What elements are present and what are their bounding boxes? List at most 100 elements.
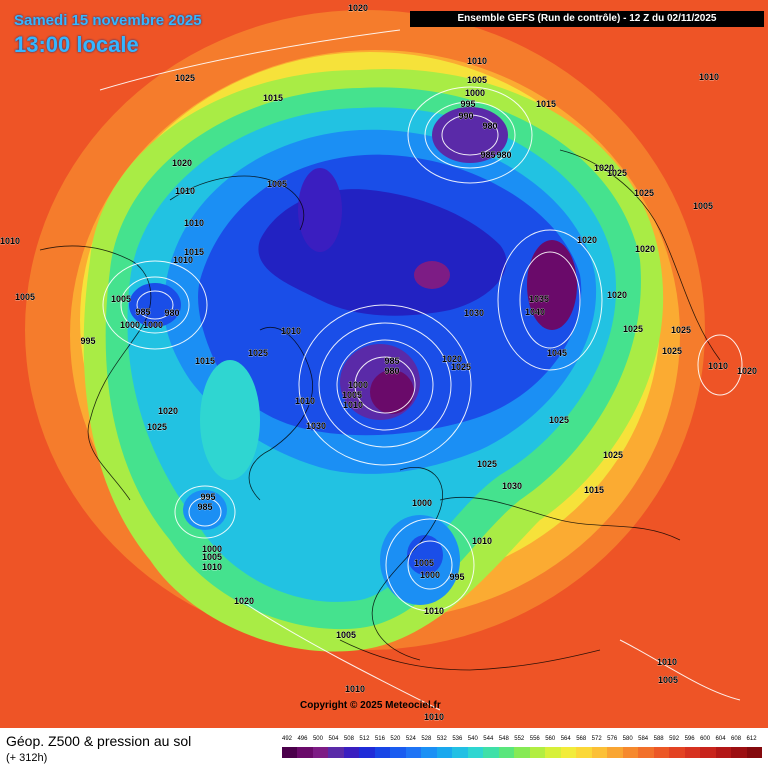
colorbar-tick-label: 556	[529, 736, 540, 742]
colorbar-tick-label: 612	[746, 736, 757, 742]
colorbar-swatch	[576, 747, 593, 758]
pressure-label: 1015	[536, 99, 556, 109]
pressure-label: 1020	[158, 406, 178, 416]
pressure-label: 985	[135, 307, 150, 317]
pressure-label: 1025	[623, 324, 643, 334]
pressure-label: 1010	[708, 361, 728, 371]
pressure-label: 1000	[412, 498, 432, 508]
pressure-label: 1010	[202, 562, 222, 572]
pressure-label: 1025	[147, 422, 167, 432]
pressure-label: 980	[384, 366, 399, 376]
pressure-label: 1025	[634, 188, 654, 198]
pressure-label: 1005	[693, 201, 713, 211]
colorbar-swatch	[328, 747, 345, 758]
colorbar-swatch	[452, 747, 469, 758]
pressure-label: 1010	[467, 56, 487, 66]
colorbar-swatch	[669, 747, 686, 758]
pressure-label: 1010	[345, 684, 365, 694]
pressure-label: 1005	[342, 390, 362, 400]
pressure-label: 1010	[281, 326, 301, 336]
colorbar-tick-label: 540	[467, 736, 478, 742]
colorbar-tick-label: 572	[591, 736, 602, 742]
forecast-date: Samedi 15 novembre 2025	[14, 12, 202, 29]
colorbar-tick-label: 528	[421, 736, 432, 742]
pressure-label: 995	[460, 99, 475, 109]
pressure-label: 1025	[607, 168, 627, 178]
pressure-label: 1010	[472, 536, 492, 546]
colorbar-tick-label: 500	[312, 736, 323, 742]
pressure-label: 1025	[662, 346, 682, 356]
pressure-label: 1010	[699, 72, 719, 82]
colorbar-tick-label: 508	[343, 736, 354, 742]
pressure-label: 1010	[424, 712, 444, 722]
pressure-label: 1020	[348, 3, 368, 13]
colorbar-swatch	[498, 747, 515, 758]
pressure-label: 1035	[529, 294, 549, 304]
pressure-label: 985	[480, 150, 495, 160]
pressure-label: 1025	[248, 348, 268, 358]
pressure-label: 1015	[184, 247, 204, 257]
pressure-label: 980	[482, 121, 497, 131]
colorbar-tick-labels: 492 496 500 504 508 512 516 520 524 528 532 536 540 5…	[282, 736, 762, 746]
pressure-label: 1005	[658, 675, 678, 685]
colorbar-swatch	[374, 747, 391, 758]
pressure-label: 1010	[173, 255, 193, 265]
legend-footer: Géop. Z500 & pression au sol (+ 312h) 49…	[0, 728, 768, 768]
colorbar-tick-label: 568	[576, 736, 587, 742]
pressure-label: 1005	[111, 294, 131, 304]
colorbar-tick-label: 520	[390, 736, 401, 742]
run-info-banner: Ensemble GEFS (Run de contrôle) - 12 Z d…	[410, 11, 764, 27]
colorbar-swatch	[483, 747, 500, 758]
pressure-label: 1020	[737, 366, 757, 376]
copyright-text: Copyright © 2025 Meteociel.fr	[300, 700, 441, 711]
pressure-label: 1020	[594, 163, 614, 173]
colorbar-swatch	[514, 747, 531, 758]
pressure-label: 1025	[549, 415, 569, 425]
pressure-label: 1020	[234, 596, 254, 606]
pressure-label: 985	[384, 356, 399, 366]
pressure-label: 1020	[442, 354, 462, 364]
field-title: Géop. Z500 & pression au sol	[6, 733, 192, 749]
colorbar-swatch	[715, 747, 732, 758]
pressure-label: 1010	[657, 657, 677, 667]
colorbar-tick-label: 536	[452, 736, 463, 742]
pressure-label: 985	[197, 502, 212, 512]
colorbar-tick-label: 544	[483, 736, 494, 742]
colorbar-tick-label: 548	[498, 736, 509, 742]
pressure-label: 980	[164, 308, 179, 318]
pressure-label: 995	[449, 572, 464, 582]
pressure-label: 1000	[202, 544, 222, 554]
z500-field	[0, 0, 768, 728]
pressure-label: 1045	[547, 348, 567, 358]
pressure-label: 1010	[175, 186, 195, 196]
pressure-label: 1015	[263, 93, 283, 103]
pressure-label: 1030	[464, 308, 484, 318]
pressure-label: 990	[458, 111, 473, 121]
pressure-label: 1010	[424, 606, 444, 616]
colorbar-tick-label: 604	[715, 736, 726, 742]
pressure-label: 1005	[202, 552, 222, 562]
colorbar-swatch	[684, 747, 701, 758]
colorbar-swatch	[560, 747, 577, 758]
pressure-label: 1025	[451, 362, 471, 372]
pressure-label: 1015	[584, 485, 604, 495]
pressure-label: 1030	[502, 481, 522, 491]
colorbar-swatch	[622, 747, 639, 758]
pressure-label: 1025	[477, 459, 497, 469]
colorbar-swatch	[421, 747, 438, 758]
pressure-label: 1005	[414, 558, 434, 568]
pressure-label: 1000	[120, 320, 140, 330]
pressure-label: 1010	[295, 396, 315, 406]
colorbar-tick-label: 580	[622, 736, 633, 742]
colorbar-swatch	[343, 747, 360, 758]
colorbar-swatch	[607, 747, 624, 758]
pressure-label: 1010	[0, 236, 20, 246]
lead-time: (+ 312h)	[6, 752, 48, 764]
colorbar-tick-label: 564	[560, 736, 571, 742]
pressure-label: 1020	[607, 290, 627, 300]
pressure-label: 1005	[15, 292, 35, 302]
colorbar-tick-label: 516	[374, 736, 385, 742]
pressure-label: 1040	[525, 307, 545, 317]
